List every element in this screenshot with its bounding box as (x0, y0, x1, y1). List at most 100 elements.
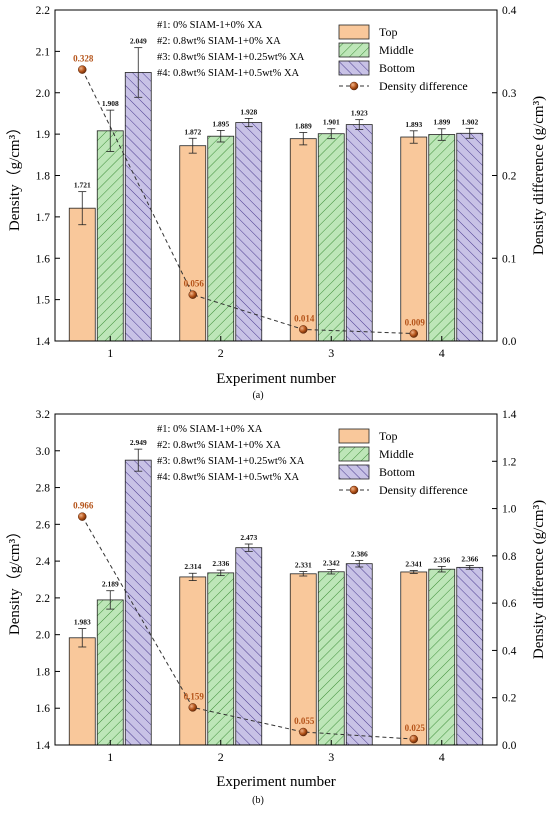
bar (124, 459, 152, 746)
legend-label: Bottom (379, 465, 416, 479)
bar-value-label: 2.189 (102, 580, 119, 589)
density-difference-point (188, 703, 197, 712)
bar-value-label: 2.356 (433, 555, 450, 564)
bar (68, 207, 96, 342)
density-difference-point (188, 290, 197, 299)
legend-swatch (338, 428, 370, 444)
y2-tick-label: 0.0 (502, 336, 517, 348)
bar (289, 573, 317, 746)
bar-value-label: 2.314 (184, 562, 201, 571)
annotation-text: #4: 0.8wt% SIAM-1+0.5wt% XA (157, 68, 300, 79)
bar (207, 572, 235, 746)
annotation-text: #3: 0.8wt% SIAM-1+0.25wt% XA (157, 52, 305, 63)
bar-value-label: 2.473 (240, 533, 257, 542)
y-tick-label: 1.7 (36, 212, 51, 224)
bar (345, 124, 373, 342)
legend-marker (349, 485, 359, 495)
y2-tick-label: 1.4 (502, 409, 517, 421)
density-difference-label: 0.025 (405, 723, 426, 733)
bar-value-label: 1.721 (74, 181, 91, 190)
y-tick-label: 1.4 (36, 740, 51, 752)
bar (317, 133, 345, 342)
bar-value-label: 1.893 (405, 120, 422, 129)
y2-tick-label: 0.4 (502, 5, 517, 17)
bar-value-label: 2.949 (130, 438, 147, 447)
density-difference-label: 0.009 (405, 318, 426, 328)
y2-tick-label: 0.1 (502, 253, 517, 265)
y2-tick-label: 0.4 (502, 645, 517, 657)
bar (289, 138, 317, 342)
y2-tick-label: 0.8 (502, 551, 517, 563)
bar (207, 135, 235, 342)
y-tick-label: 1.9 (36, 129, 51, 141)
panel-label: (a) (252, 390, 263, 401)
bar (235, 547, 263, 746)
y-tick-label: 1.8 (36, 171, 51, 183)
x-tick-label: 2 (218, 750, 224, 764)
y-tick-label: 2.4 (36, 556, 51, 568)
density-difference-label: 0.966 (73, 501, 94, 511)
legend-label: Bottom (379, 61, 416, 75)
bar-value-label: 1.923 (351, 109, 368, 118)
legend-swatch (338, 60, 370, 76)
density-difference-point (299, 727, 308, 737)
density-difference-label: 0.055 (294, 716, 315, 726)
annotation-text: #3: 0.8wt% SIAM-1+0.25wt% XA (157, 456, 305, 467)
bar (400, 136, 428, 342)
chart-panel-2: 1.983 2.314 2.331 2.341 2.189 2.336 2.342 2.356… (6, 409, 547, 806)
y-axis-label: Density（g/cm³） (6, 524, 23, 635)
legend-swatch (338, 24, 370, 40)
bar (235, 122, 263, 342)
bar-value-label: 1.983 (74, 618, 91, 627)
y2-axis-label: Density difference (g/cm³) (531, 500, 547, 659)
y2-tick-label: 0.0 (502, 740, 517, 752)
bar (179, 576, 207, 746)
bar (317, 571, 345, 746)
density-difference-point (78, 512, 87, 521)
legend-label: Top (379, 429, 398, 443)
density-difference-point (299, 325, 308, 334)
bar-value-label: 2.336 (212, 559, 229, 568)
bar-value-label: 1.928 (240, 107, 257, 116)
y-tick-label: 2.2 (36, 593, 51, 605)
density-difference-line (81, 69, 414, 335)
y-tick-label: 2.1 (36, 46, 51, 58)
bar (428, 134, 456, 342)
plot-frame (54, 413, 498, 746)
bar (96, 599, 124, 746)
bar (124, 72, 152, 342)
density-difference-label: 0.014 (294, 313, 315, 323)
legend-swatch (338, 464, 370, 480)
annotation-text: #1: 0% SIAM-1+0% XA (157, 20, 263, 31)
y-tick-label: 2.8 (36, 483, 51, 495)
bar (456, 132, 484, 342)
y-tick-label: 1.5 (36, 295, 51, 307)
bar (68, 637, 96, 746)
x-axis-label: Experiment number (216, 371, 336, 387)
y-tick-label: 3.0 (36, 446, 51, 458)
y-tick-label: 2.0 (36, 630, 51, 642)
legend-label: Middle (379, 43, 414, 57)
bar-value-label: 1.902 (461, 117, 478, 126)
legend-label: Middle (379, 447, 414, 461)
bar-value-label: 2.342 (323, 559, 340, 568)
bar (96, 130, 124, 342)
y-tick-label: 1.8 (36, 666, 51, 678)
y-tick-label: 3.2 (36, 409, 51, 421)
annotation-text: #1: 0% SIAM-1+0% XA (157, 424, 263, 435)
density-difference-point (409, 734, 418, 744)
legend-label: Top (379, 25, 398, 39)
legend-label: Density difference (379, 483, 468, 497)
panel-label: (b) (252, 795, 264, 806)
density-difference-label: 0.056 (184, 279, 205, 289)
bar (345, 563, 373, 746)
y-tick-label: 2.6 (36, 519, 51, 531)
y2-tick-label: 1.2 (502, 456, 517, 468)
y2-tick-label: 0.3 (502, 88, 517, 100)
bar-value-label: 2.331 (295, 561, 312, 570)
bar-value-label: 1.889 (295, 121, 312, 130)
legend-marker (349, 81, 359, 91)
bar (400, 571, 428, 746)
